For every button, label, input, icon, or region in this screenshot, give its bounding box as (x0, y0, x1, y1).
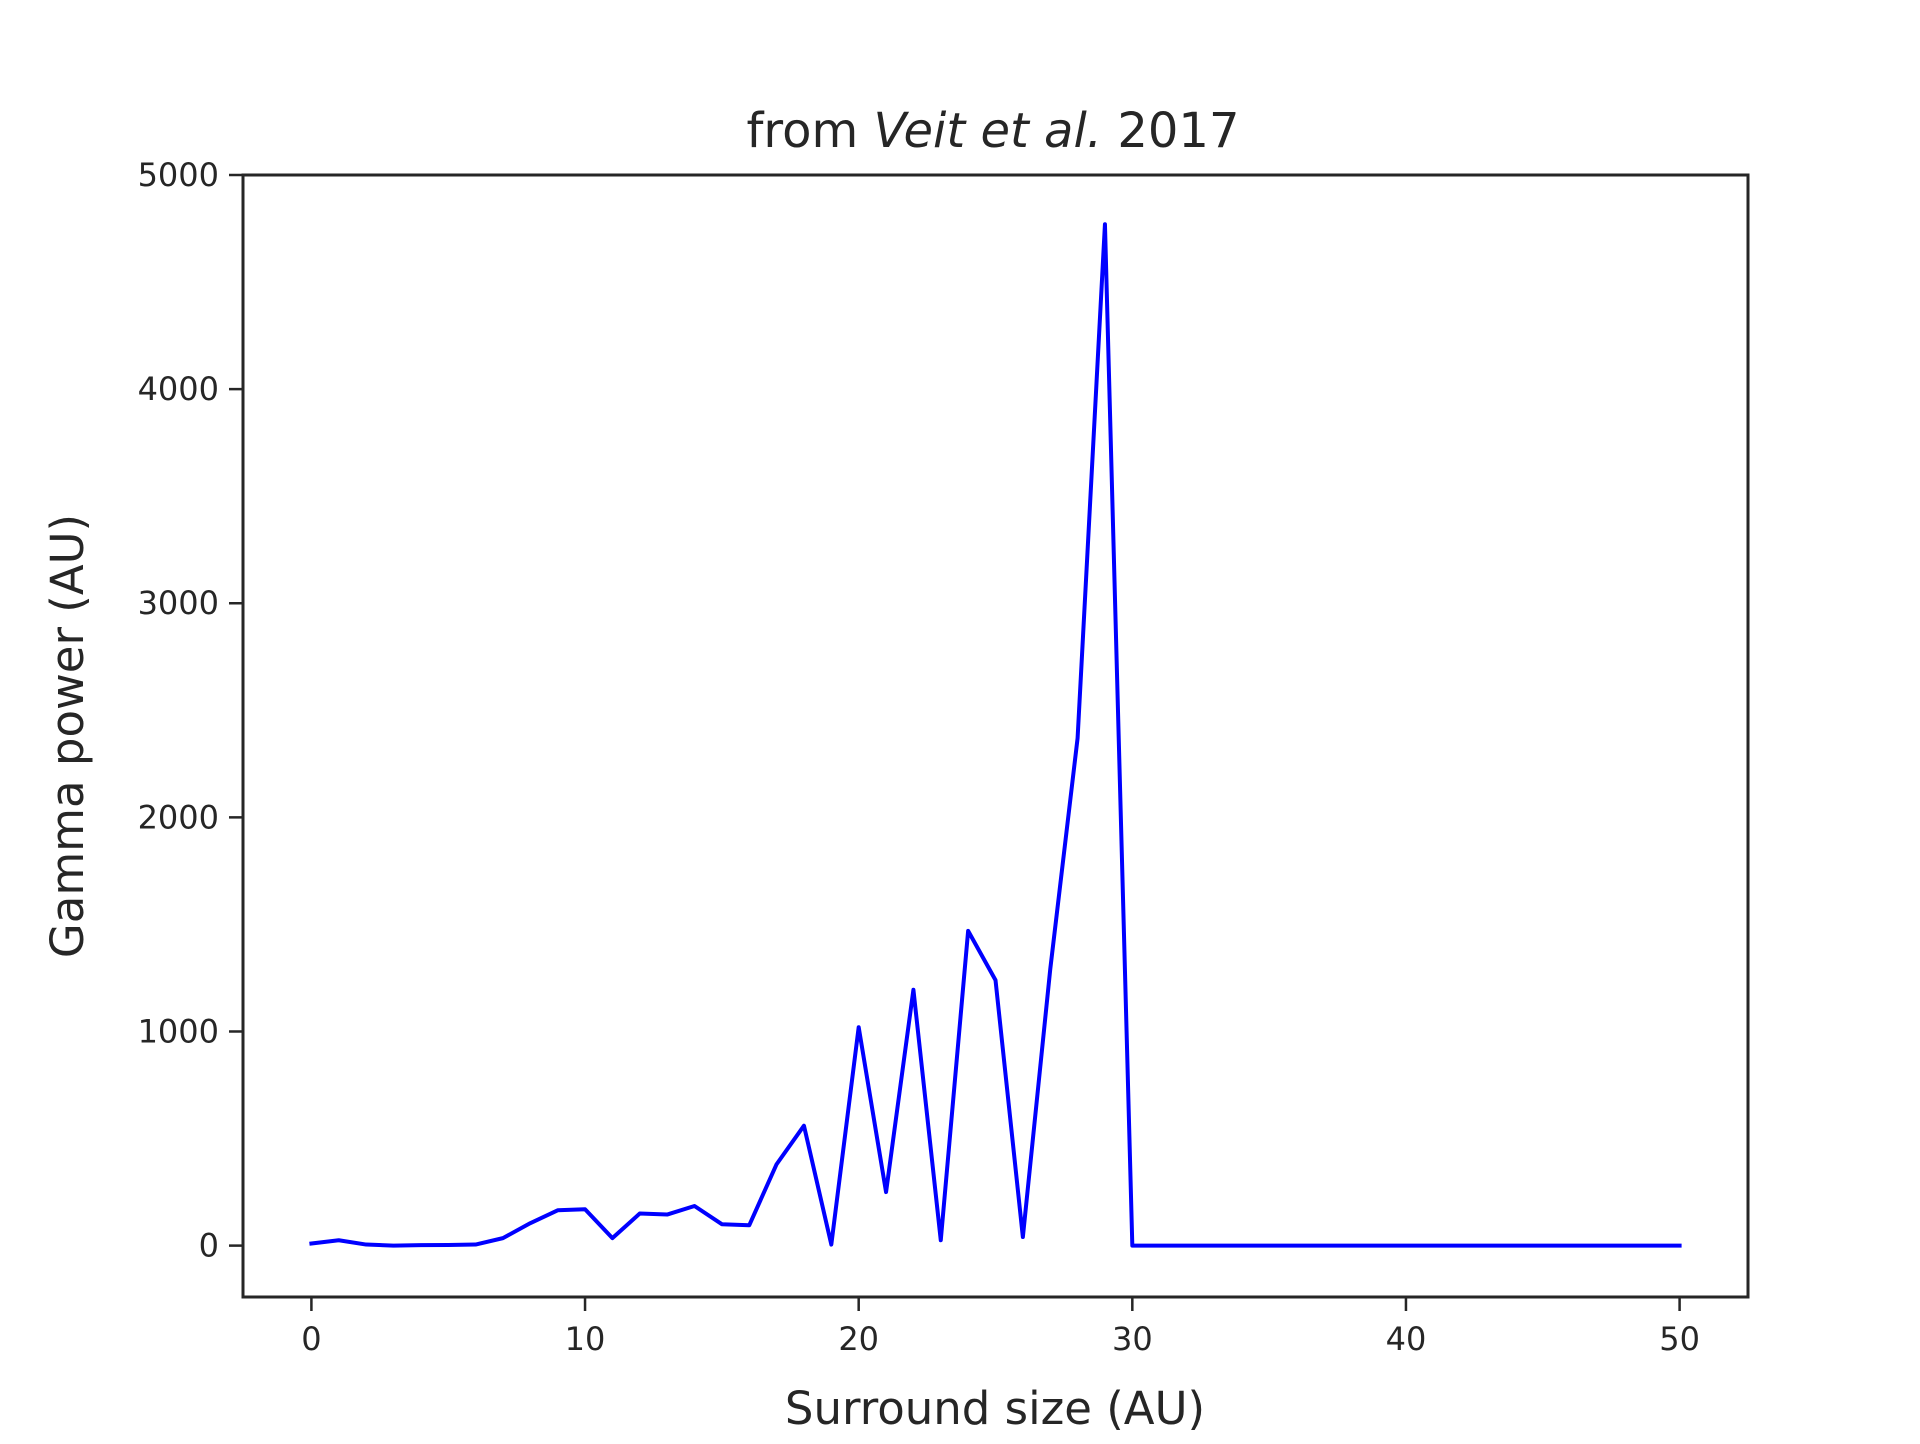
x-tick-label: 30 (1112, 1320, 1153, 1358)
y-tick-label: 5000 (138, 156, 219, 194)
chart-title-part-1: Veit et al. (873, 103, 1102, 159)
x-tick-label: 10 (565, 1320, 606, 1358)
y-tick-label: 4000 (138, 370, 219, 408)
x-tick-label: 40 (1386, 1320, 1427, 1358)
y-tick-label: 2000 (138, 798, 219, 836)
y-tick-label: 1000 (138, 1012, 219, 1050)
x-tick-label: 20 (838, 1320, 879, 1358)
x-tick-label: 50 (1659, 1320, 1700, 1358)
y-axis-ticks: 0 1000 2000 3000 4000 5000 (138, 156, 243, 1265)
x-axis-ticks: 0 10 20 30 40 50 (301, 1297, 1700, 1358)
x-tick-label: 0 (301, 1320, 321, 1358)
chart-title-part-0: from (747, 103, 874, 159)
series-layer (309, 222, 1682, 1248)
y-axis-title: Gamma power (AU) (41, 514, 94, 958)
x-axis-title: Surround size (AU) (785, 1382, 1205, 1435)
plot-area-frame (241, 173, 1750, 1299)
chart-title: from Veit et al. 2017 (747, 103, 1240, 159)
chart-title-part-2: 2017 (1102, 103, 1239, 159)
y-tick-label: 0 (199, 1227, 219, 1265)
y-tick-label: 3000 (138, 584, 219, 622)
series-line-0 (309, 222, 1682, 1248)
